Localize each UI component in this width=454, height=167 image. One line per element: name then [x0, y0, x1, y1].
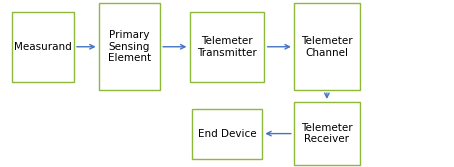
Text: Telemeter
Transmitter: Telemeter Transmitter	[197, 36, 257, 58]
Text: Telemeter
Channel: Telemeter Channel	[301, 36, 353, 58]
FancyBboxPatch shape	[294, 102, 360, 165]
Text: Telemeter
Receiver: Telemeter Receiver	[301, 123, 353, 144]
Text: Primary
Sensing
Element: Primary Sensing Element	[108, 30, 151, 63]
FancyBboxPatch shape	[190, 12, 264, 82]
FancyBboxPatch shape	[192, 109, 262, 159]
FancyBboxPatch shape	[294, 3, 360, 90]
Text: Measurand: Measurand	[14, 42, 72, 52]
FancyBboxPatch shape	[99, 3, 160, 90]
Text: End Device: End Device	[197, 129, 257, 139]
FancyBboxPatch shape	[12, 12, 74, 82]
